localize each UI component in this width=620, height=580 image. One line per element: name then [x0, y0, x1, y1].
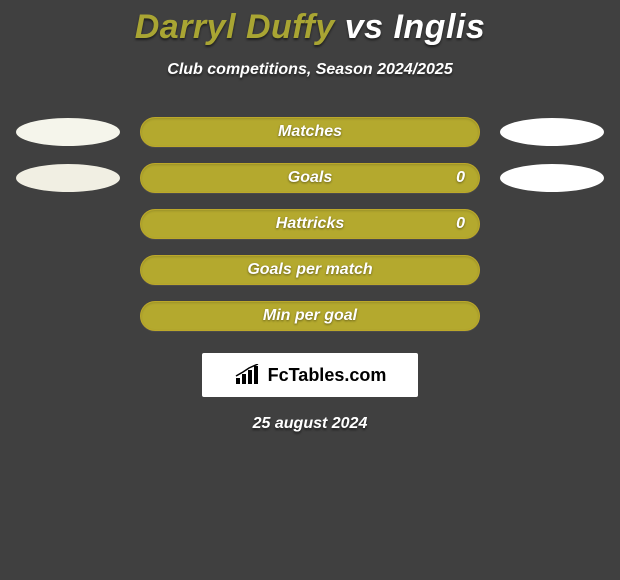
- stat-row-hattricks: Hattricks 0: [0, 209, 620, 239]
- title-player1: Darryl Duffy: [135, 8, 335, 46]
- comparison-infographic: Darryl Duffy vs Inglis Club competitions…: [0, 0, 620, 433]
- stat-label: Matches: [278, 123, 342, 141]
- title-player2: Inglis: [393, 8, 485, 46]
- stat-row-goals: Goals 0: [0, 163, 620, 193]
- spacer: [16, 302, 120, 330]
- stat-bar: Hattricks 0: [140, 209, 480, 239]
- spacer: [16, 256, 120, 284]
- stat-label: Goals: [288, 169, 332, 187]
- branding-badge: FcTables.com: [202, 353, 418, 397]
- title-vs: vs: [345, 8, 384, 46]
- spacer: [500, 210, 604, 238]
- spacer: [500, 302, 604, 330]
- spacer: [500, 256, 604, 284]
- stat-label: Goals per match: [247, 261, 372, 279]
- stat-right-value: 0: [456, 169, 465, 187]
- spacer: [16, 210, 120, 238]
- footer-date: 25 august 2024: [0, 415, 620, 433]
- right-ellipse: [500, 164, 604, 192]
- stat-label: Min per goal: [263, 307, 357, 325]
- left-ellipse: [16, 164, 120, 192]
- stat-row-min-per-goal: Min per goal: [0, 301, 620, 331]
- bar-chart-icon: [234, 364, 262, 386]
- stat-label: Hattricks: [276, 215, 344, 233]
- stat-row-matches: Matches: [0, 117, 620, 147]
- subtitle: Club competitions, Season 2024/2025: [0, 61, 620, 79]
- branding-text: FcTables.com: [268, 365, 387, 386]
- left-ellipse: [16, 118, 120, 146]
- stat-bar: Goals 0: [140, 163, 480, 193]
- stat-bar: Min per goal: [140, 301, 480, 331]
- page-title: Darryl Duffy vs Inglis: [0, 8, 620, 47]
- stat-bar: Matches: [140, 117, 480, 147]
- stat-right-value: 0: [456, 215, 465, 233]
- stat-bar: Goals per match: [140, 255, 480, 285]
- stat-row-goals-per-match: Goals per match: [0, 255, 620, 285]
- right-ellipse: [500, 118, 604, 146]
